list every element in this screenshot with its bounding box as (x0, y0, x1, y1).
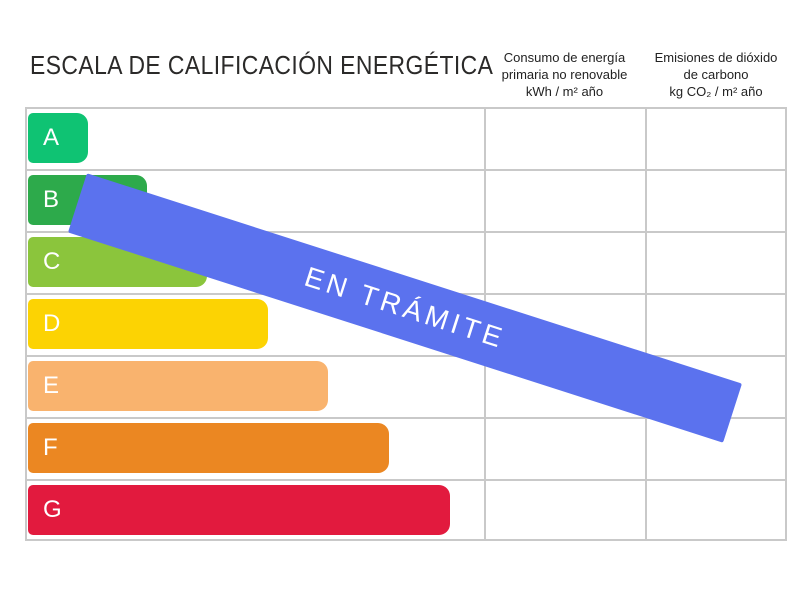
grid-line-row-4 (27, 355, 785, 357)
grid-line-row-5 (27, 417, 785, 419)
consumo-header-units: kWh / m² año (525, 84, 604, 99)
grid-line-row-6 (27, 479, 785, 481)
grid-line-row-2 (27, 231, 785, 233)
page-title: ESCALA DE CALIFICACIÓN ENERGÉTICA (30, 50, 494, 80)
column-header-emisiones: Emisiones de dióxido de carbono kg CO₂ /… (645, 49, 787, 100)
emisiones-header-line2: de carbono (683, 67, 749, 82)
grid-line-vertical-2 (645, 109, 647, 539)
column-header-consumo: Consumo de energía primaria no renovable… (484, 49, 645, 100)
consumo-header-line2: primaria no renovable (501, 67, 628, 82)
emisiones-header-units: kg CO₂ / m² año (669, 84, 763, 99)
grid-line-row-1 (27, 169, 785, 171)
consumo-header-line1: Consumo de energía (503, 50, 626, 65)
emisiones-header-line1: Emisiones de dióxido (654, 50, 778, 65)
